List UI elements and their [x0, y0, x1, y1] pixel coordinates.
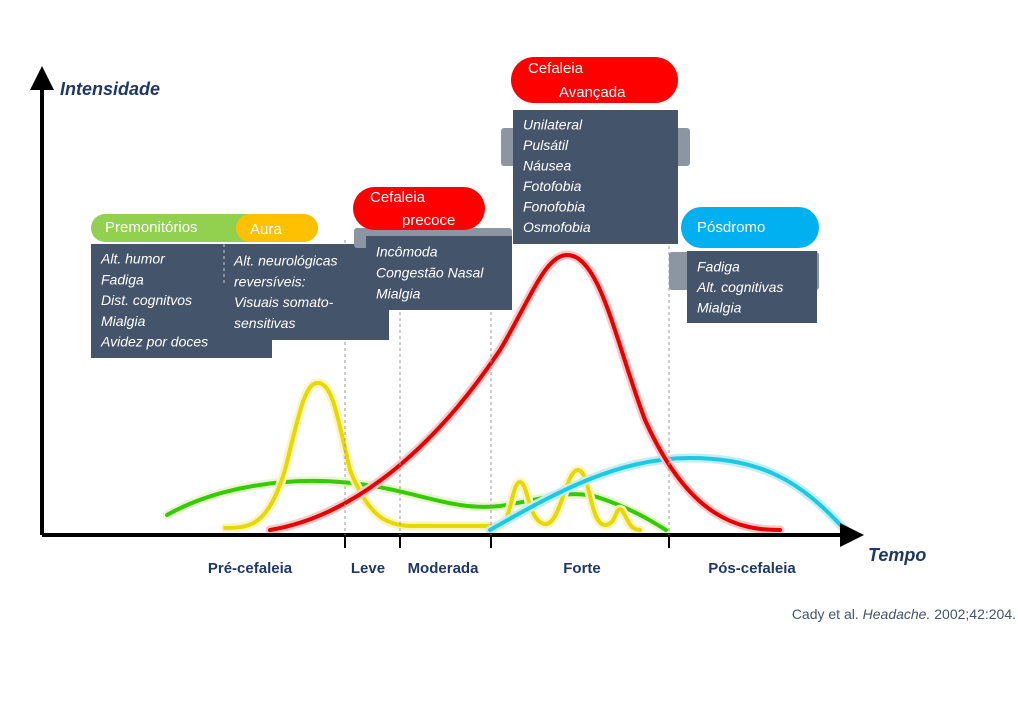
phase-item: Fadiga: [101, 271, 144, 287]
phase-label: Avançada: [559, 84, 626, 101]
y-axis-label: Intensidade: [60, 79, 160, 99]
phase-label: Cefaleia: [370, 189, 426, 206]
segment-label: Leve: [351, 560, 385, 577]
phase-item: Pulsátil: [523, 137, 569, 153]
phase-item: Alt. neurológicas: [233, 253, 338, 269]
phase-box: [224, 244, 389, 340]
phase-item: Mialgia: [697, 299, 742, 315]
phase-item: Fonofobia: [523, 199, 585, 215]
phase-item: Fotofobia: [523, 178, 582, 194]
segment-label: Forte: [563, 560, 601, 577]
phase-box: [687, 251, 817, 323]
phase-pill: [681, 207, 819, 248]
phase-item: reversíveis:: [234, 273, 306, 289]
phase-item: Congestão Nasal: [376, 265, 484, 281]
curve-postdrome: [488, 455, 847, 532]
x-axis-label: Tempo: [868, 545, 926, 565]
segment-label: Pré-cefaleia: [208, 560, 293, 577]
phase-pill: [511, 57, 678, 103]
curves: [162, 250, 850, 535]
phase-label: Pósdromo: [697, 219, 765, 236]
phase-pill: [236, 214, 318, 242]
phase-item: Fadiga: [697, 259, 740, 275]
phase-item: Alt. humor: [100, 251, 166, 267]
phase-item: sensitivas: [234, 315, 295, 331]
phase-item: Visuais somato-: [234, 294, 334, 310]
phase-item: Mialgia: [376, 286, 421, 302]
phase-item: Náusea: [523, 158, 571, 174]
segment-label: Pós-cefaleia: [708, 560, 796, 577]
phase: Pósdromo Fadiga Alt. cognitivas Mialgia: [669, 207, 819, 323]
citation: Cady et al. Headache. 2002;42:204.: [792, 606, 1016, 622]
phase-label: Cefaleia: [528, 60, 584, 77]
segment-label: Moderada: [408, 560, 480, 577]
curve-headache: [268, 252, 782, 532]
phase-pill: [353, 187, 485, 230]
phase-item: Unilateral: [523, 117, 583, 133]
phase-item: Alt. cognitivas: [696, 279, 783, 295]
phase-label: Premonitórios: [105, 219, 198, 236]
citation-authors: Cady et al.: [792, 606, 859, 622]
phase-item: Incômoda: [376, 244, 438, 260]
curve-premonitory: [165, 478, 668, 532]
phase-pill: [91, 214, 261, 242]
curve-aura: [223, 380, 642, 532]
phase-item: Dist. cognitvos: [101, 292, 192, 308]
phase-item: Osmofobia: [523, 219, 591, 235]
phase-label: Aura: [250, 221, 282, 238]
phase-label: precoce: [402, 212, 455, 229]
phase-item: Avidez por doces: [100, 334, 208, 350]
phase-item: Mialgia: [101, 313, 146, 329]
phase: Cefaleia Avançada Unilateral Pulsátil Náusea…: [501, 57, 690, 244]
citation-journal: Headache.: [863, 606, 931, 622]
phase-box: [513, 110, 678, 244]
citation-details: 2002;42:204.: [934, 606, 1016, 622]
phase-box: [366, 236, 512, 310]
phase: Aura Alt. neurológicas reversíveis: Visuais…: [224, 214, 389, 340]
phase: Cefaleia precoce Incômoda Congestão Nasal Mi…: [353, 187, 512, 310]
